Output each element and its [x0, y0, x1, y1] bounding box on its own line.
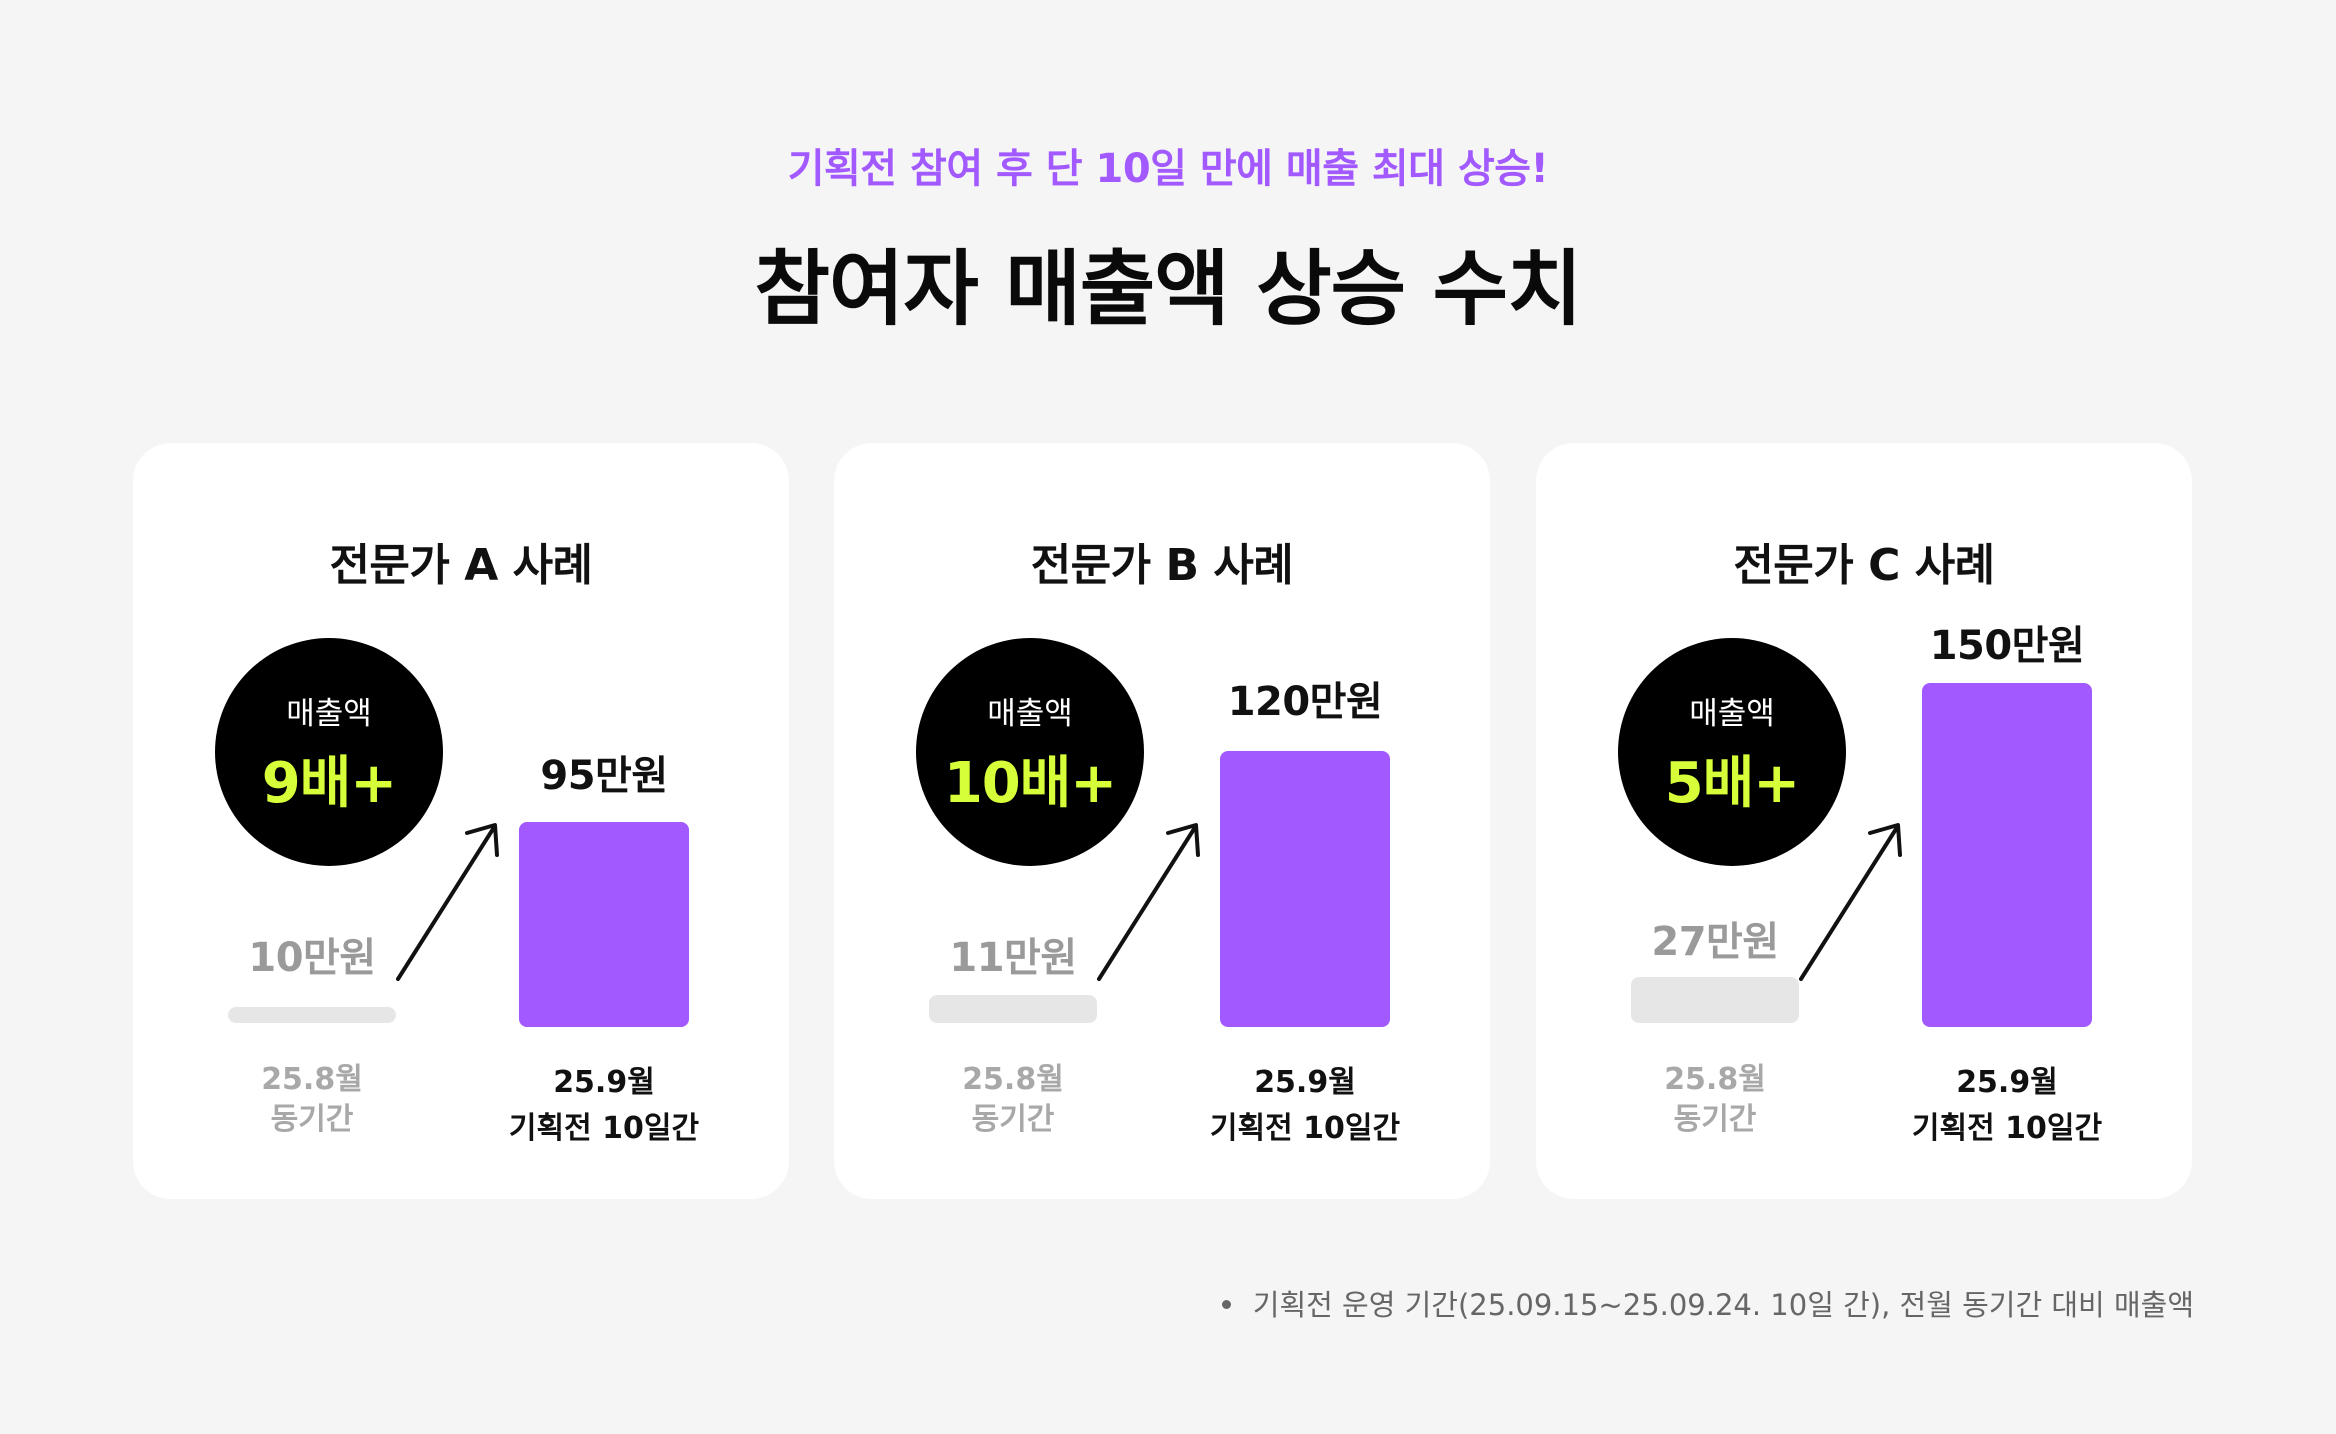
after-period-range: 기획전 10일간: [1209, 1111, 1401, 1146]
before-value: 27만원: [1651, 919, 1779, 965]
case-card-a: 전문가 A 사례 매출액 9배+ 10만원 95만원 25.8월 동기간 25.…: [133, 443, 789, 1199]
case-card-title: 전문가 A 사례: [329, 540, 593, 591]
increase-arrow-icon: [1799, 823, 1902, 981]
after-period-caption: 25.9월 기획전 10일간: [1888, 1060, 2126, 1152]
after-value: 95만원: [540, 753, 668, 799]
footnote-text: 기획전 운영 기간(25.09.15~25.09.24. 10일 간), 전월 …: [1252, 1288, 2194, 1322]
before-value: 10만원: [248, 935, 376, 981]
before-value: 11만원: [949, 935, 1077, 981]
badge-label: 매출액: [1689, 696, 1775, 732]
increase-arrow-icon: [396, 823, 499, 981]
multiplier-badge: 매출액 10배+: [916, 638, 1144, 866]
case-card-c: 전문가 C 사례 매출액 5배+ 27만원 150만원 25.8월 동기간 25…: [1536, 443, 2192, 1199]
multiplier-badge: 매출액 9배+: [215, 638, 443, 866]
multiplier-value: 10배+: [943, 751, 1117, 816]
badge-label: 매출액: [286, 696, 372, 732]
badge-label: 매출액: [987, 696, 1073, 732]
before-period-caption: 25.8월 동기간: [1596, 1060, 1834, 1140]
bar-before: [929, 995, 1097, 1023]
after-value: 120만원: [1227, 679, 1383, 725]
increase-arrow-icon: [1097, 823, 1200, 981]
multiplier-badge: 매출액 5배+: [1618, 638, 1846, 866]
page-title: 참여자 매출액 상승 수치: [754, 242, 1582, 337]
before-period-range: 동기간: [1673, 1102, 1757, 1137]
before-period-caption: 25.8월 동기간: [193, 1060, 431, 1140]
before-period-month: 25.8월: [1664, 1062, 1766, 1097]
after-period-caption: 25.9월 기획전 10일간: [1186, 1060, 1424, 1152]
bar-after: [1220, 751, 1390, 1027]
footnote: 기획전 운영 기간(25.09.15~25.09.24. 10일 간), 전월 …: [1221, 1282, 2194, 1324]
after-period-range: 기획전 10일간: [1911, 1111, 2103, 1146]
case-card-title: 전문가 B 사례: [1030, 540, 1294, 591]
before-period-range: 동기간: [270, 1102, 354, 1137]
after-period-month: 25.9월: [1956, 1065, 2058, 1100]
multiplier-value: 5배+: [1664, 751, 1800, 816]
before-period-month: 25.8월: [962, 1062, 1064, 1097]
after-period-month: 25.9월: [553, 1065, 655, 1100]
bullet-icon: [1221, 1299, 1231, 1309]
after-period-caption: 25.9월 기획전 10일간: [485, 1060, 723, 1152]
multiplier-value: 9배+: [261, 751, 397, 816]
after-period-range: 기획전 10일간: [508, 1111, 700, 1146]
bar-after: [519, 822, 689, 1027]
case-card-b: 전문가 B 사례 매출액 10배+ 11만원 120만원 25.8월 동기간 2…: [834, 443, 1490, 1199]
case-card-title: 전문가 C 사례: [1733, 540, 1995, 591]
before-period-month: 25.8월: [261, 1062, 363, 1097]
before-period-range: 동기간: [971, 1102, 1055, 1137]
bar-before: [228, 1007, 396, 1023]
bar-after: [1922, 683, 2092, 1027]
before-period-caption: 25.8월 동기간: [894, 1060, 1132, 1140]
page-subtitle: 기획전 참여 후 단 10일 만에 매출 최대 상승!: [787, 146, 1549, 192]
after-value: 150만원: [1929, 623, 2085, 669]
after-period-month: 25.9월: [1254, 1065, 1356, 1100]
bar-before: [1631, 977, 1799, 1023]
